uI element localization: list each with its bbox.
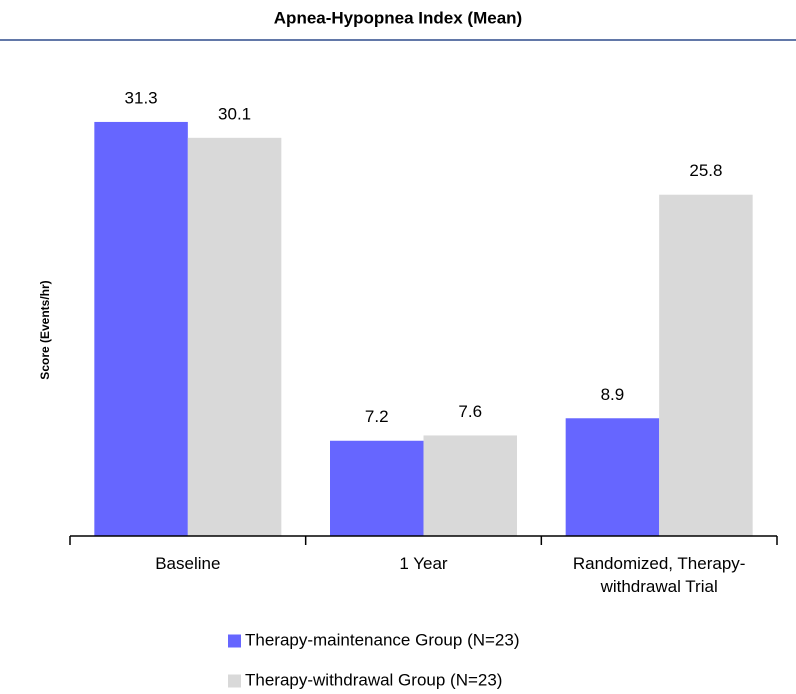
- x-tick-label: 1 Year: [399, 554, 448, 573]
- y-axis-label: Score (Events/hr): [38, 280, 52, 379]
- legend-swatch: [228, 674, 241, 688]
- bar: [94, 121, 188, 537]
- x-tick-label: Randomized, Therapy-withdrawal Trial: [572, 554, 746, 596]
- x-tick-label: Baseline: [155, 554, 221, 573]
- value-label: 8.9: [601, 385, 625, 404]
- bar: [187, 137, 282, 536]
- value-label: 25.8: [689, 161, 722, 180]
- bar: [565, 418, 660, 536]
- bar: [659, 194, 753, 536]
- value-label: 30.1: [218, 104, 251, 123]
- legend-label: Therapy-withdrawal Group (N=23): [245, 670, 502, 689]
- bar: [330, 440, 424, 536]
- value-label: 31.3: [125, 88, 158, 107]
- value-label: 7.6: [458, 402, 482, 421]
- bar: [423, 435, 517, 536]
- legend-swatch: [228, 634, 241, 648]
- chart-title: Apnea-Hypopnea Index (Mean): [274, 8, 522, 27]
- value-label: 7.2: [365, 407, 389, 426]
- legend-label: Therapy-maintenance Group (N=23): [245, 630, 520, 649]
